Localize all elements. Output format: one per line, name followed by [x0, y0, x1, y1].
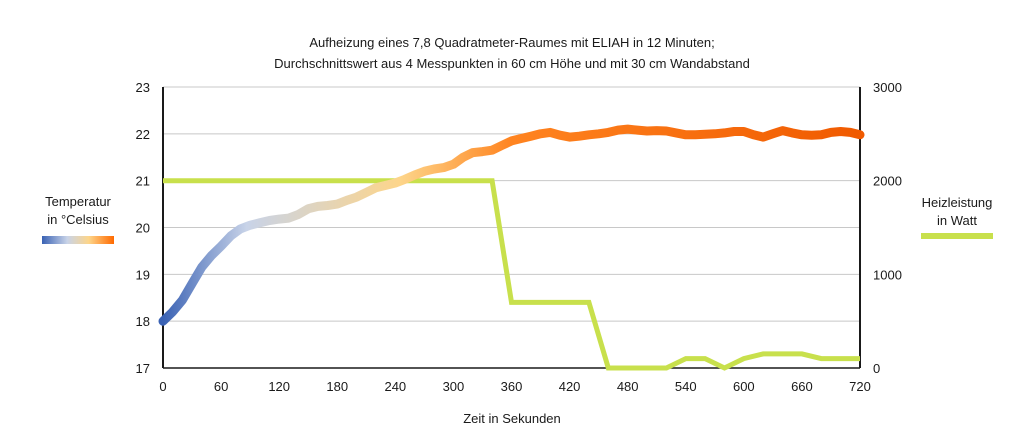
y-right-tick-0: 0: [873, 361, 880, 376]
y-left-tick-labels: 17 18 19 20 21 22 23: [136, 80, 150, 376]
x-tick-420: 420: [559, 379, 581, 394]
x-tick-240: 240: [384, 379, 406, 394]
x-axis-label: Zeit in Sekunden: [463, 411, 561, 426]
temperature-legend-swatch: [42, 236, 114, 244]
chart-subtitle: Durchschnittswert aus 4 Messpunkten in 6…: [274, 56, 750, 71]
y-right-label-line1: Heizleistung: [922, 195, 993, 210]
x-tick-labels: 0 60 120 180 240 300 360 420 480 540 600 660 720: [159, 379, 870, 394]
y-left-label-line1: Temperatur: [45, 194, 111, 209]
y-left-tick-18: 18: [136, 314, 150, 329]
x-tick-180: 180: [326, 379, 348, 394]
gridlines: [163, 86, 860, 369]
y-left-label-line2: in °Celsius: [47, 212, 109, 227]
y-left-tick-21: 21: [136, 174, 150, 189]
y-right-label-line2: in Watt: [937, 213, 977, 228]
chart-title: Aufheizung eines 7,8 Quadratmeter-Raumes…: [309, 35, 714, 50]
x-tick-480: 480: [617, 379, 639, 394]
x-tick-360: 360: [501, 379, 523, 394]
x-tick-720: 720: [849, 379, 871, 394]
series-temperatur-line: [158, 124, 865, 326]
x-tick-300: 300: [443, 379, 465, 394]
y-left-tick-19: 19: [136, 267, 150, 282]
x-tick-600: 600: [733, 379, 755, 394]
x-tick-60: 60: [214, 379, 228, 394]
x-tick-660: 660: [791, 379, 813, 394]
y-right-tick-labels: 0 1000 2000 3000: [873, 80, 902, 376]
x-tick-120: 120: [268, 379, 290, 394]
y-right-tick-1000: 1000: [873, 267, 902, 282]
series-heizleistung-line: [163, 178, 860, 371]
power-legend-swatch: [921, 233, 993, 239]
x-tick-0: 0: [159, 379, 166, 394]
y-left-tick-20: 20: [136, 221, 150, 236]
x-tick-540: 540: [675, 379, 697, 394]
y-left-tick-22: 22: [136, 127, 150, 142]
y-right-tick-2000: 2000: [873, 174, 902, 189]
y-right-tick-3000: 3000: [873, 80, 902, 95]
y-left-tick-17: 17: [136, 361, 150, 376]
y-left-tick-23: 23: [136, 80, 150, 95]
